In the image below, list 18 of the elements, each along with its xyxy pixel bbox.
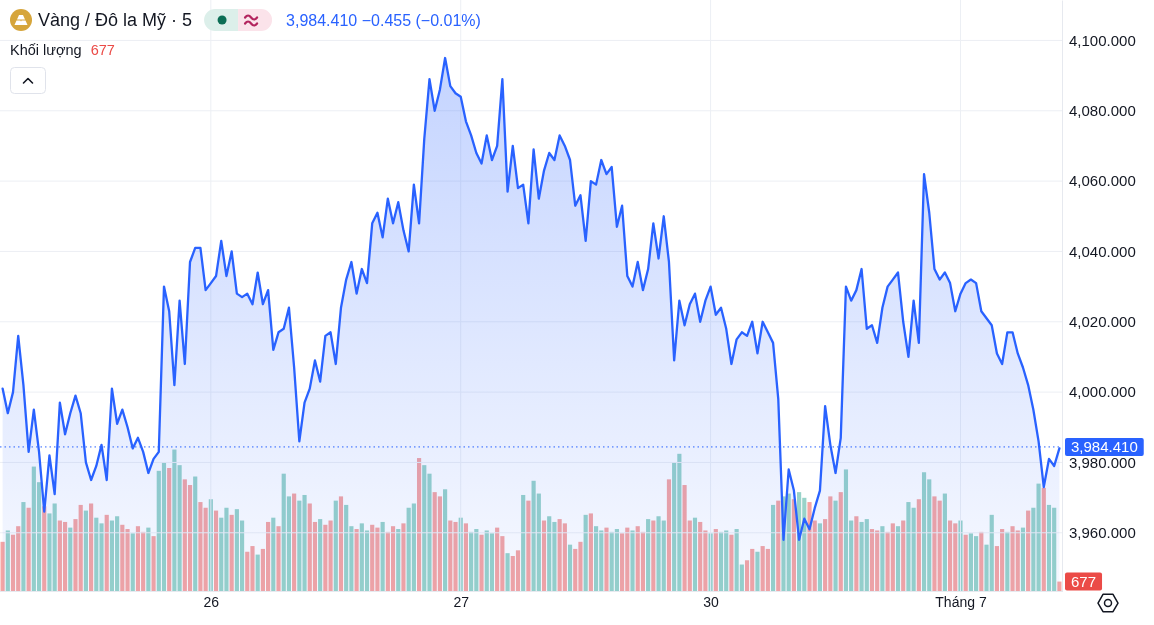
text: 677 (1071, 572, 1097, 590)
chart-title: Khối lượng (10, 42, 82, 58)
annotation: 677 (90, 42, 115, 58)
text: Vàng / Đô la Mỹ · 5 (38, 10, 193, 30)
y-tick-label: 3,960.000 (1069, 524, 1136, 542)
y-tick-label: 3,980.000 (1069, 453, 1136, 471)
y-tick-label: 4,100.000 (1069, 31, 1136, 49)
ref-line-label: 3,984.410 (1071, 438, 1138, 456)
x-tick-label: Tháng 7 (935, 594, 987, 611)
x-tick-label: 30 (703, 594, 720, 611)
y-tick-label: 4,060.000 (1069, 172, 1136, 190)
x-tick-label: 27 (453, 594, 470, 611)
y-tick-label: 4,040.000 (1069, 242, 1136, 260)
annotation: 3,984.410 −0.455 (−0.01%) (286, 12, 481, 29)
y-tick-label: 4,080.000 (1069, 102, 1136, 120)
x-tick-label: 26 (203, 594, 220, 611)
y-tick-label: 4,000.000 (1069, 383, 1136, 401)
y-tick-label: 4,020.000 (1069, 313, 1136, 331)
